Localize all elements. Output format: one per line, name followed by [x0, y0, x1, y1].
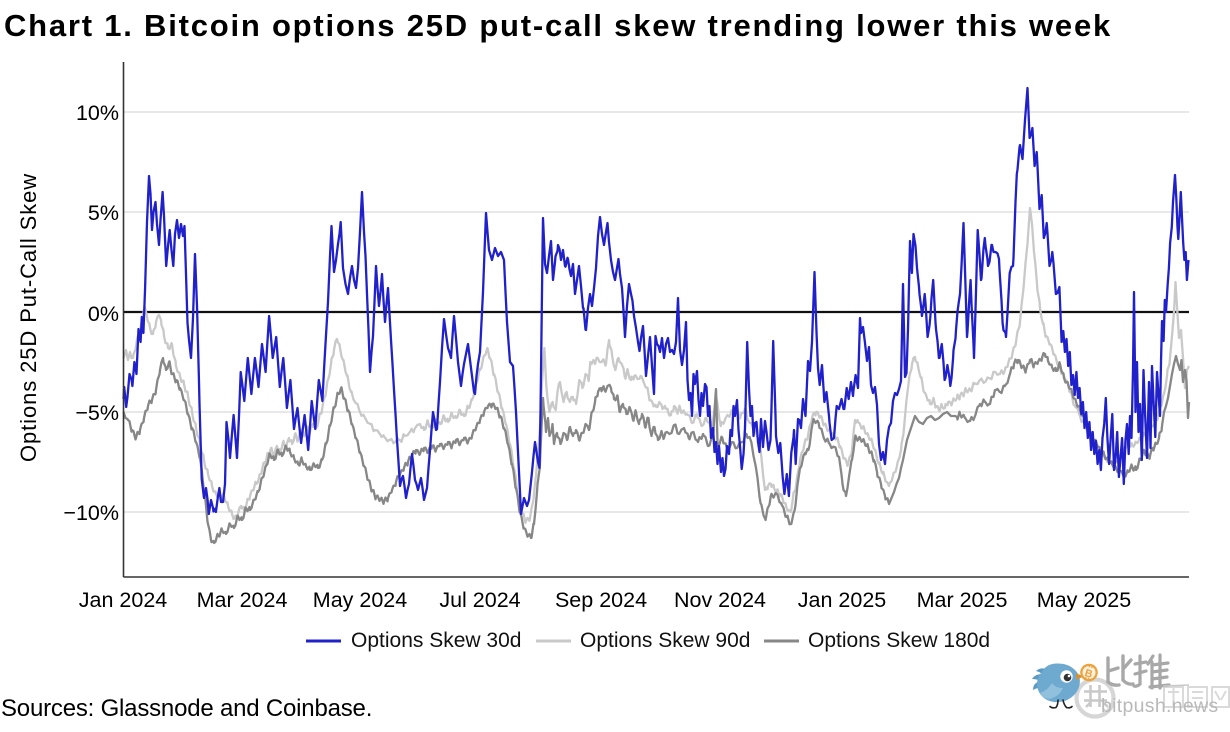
- svg-text:bitpush.news: bitpush.news: [1101, 695, 1218, 717]
- svg-text:B: B: [1083, 667, 1094, 681]
